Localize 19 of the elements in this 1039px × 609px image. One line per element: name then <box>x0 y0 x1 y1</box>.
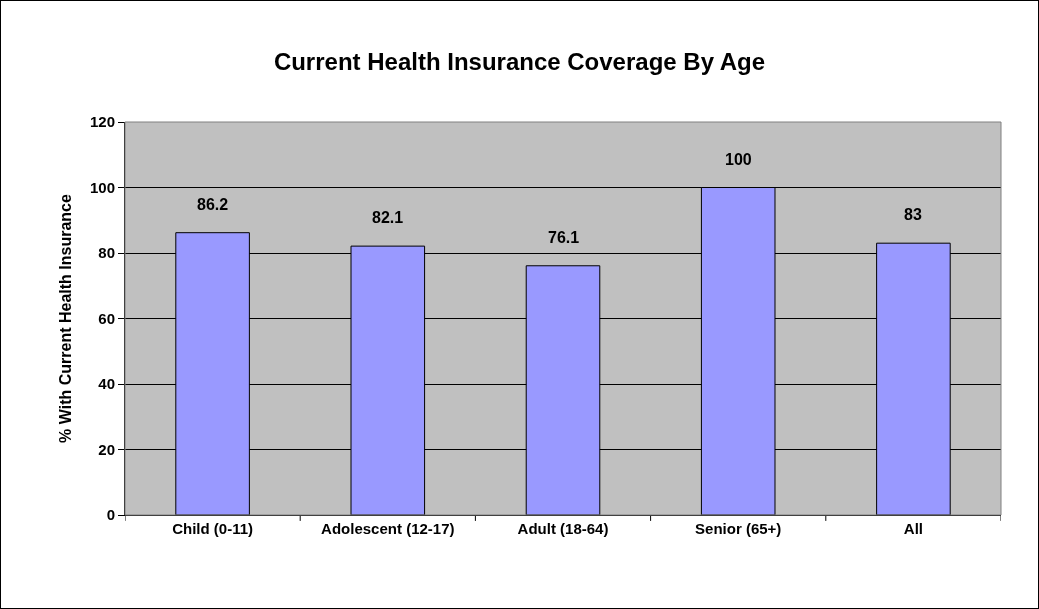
data-label: 83 <box>904 206 922 223</box>
x-tick-label: Child (0-11) <box>172 520 254 537</box>
x-tick-label: Senior (65+) <box>695 520 782 537</box>
y-axis-title: % With Current Health Insurance <box>56 194 74 443</box>
y-tick-label: 120 <box>89 113 115 131</box>
data-label: 82.1 <box>372 209 404 226</box>
data-label: 86.2 <box>197 196 229 213</box>
y-tick-label: 60 <box>98 309 115 327</box>
y-tick-label: 0 <box>106 506 115 524</box>
chart-title: Current Health Insurance Coverage By Age <box>273 48 766 76</box>
y-tick-label: 20 <box>98 440 115 458</box>
data-label: 100 <box>725 151 752 168</box>
x-tick-label: Adult (18-64) <box>517 520 609 537</box>
x-tick-label: Adolescent (12-17) <box>321 520 455 537</box>
y-tick-label: 80 <box>98 244 115 262</box>
y-tick-label: 40 <box>98 375 115 393</box>
data-label: 76.1 <box>548 229 580 246</box>
y-tick-label: 100 <box>89 178 115 196</box>
x-tick-label: All <box>903 520 923 537</box>
